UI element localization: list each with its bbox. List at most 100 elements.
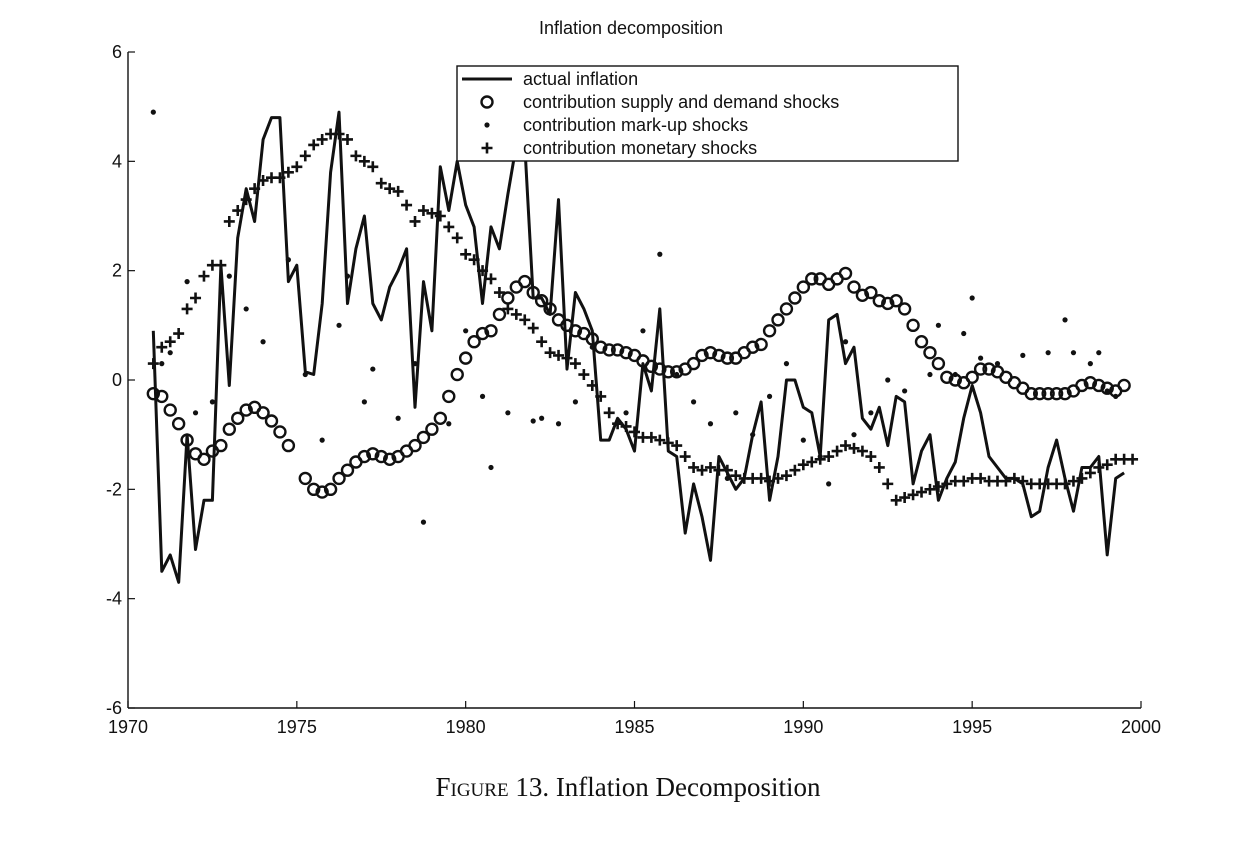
monetary-point xyxy=(865,451,877,463)
y-tick-label: -6 xyxy=(106,698,122,718)
markup-point xyxy=(826,481,832,487)
monetary-point xyxy=(671,440,683,452)
monetary-point xyxy=(316,133,328,145)
markup-point xyxy=(530,418,536,424)
markup-point xyxy=(209,399,216,405)
supply-demand-point xyxy=(332,471,346,486)
markup-point xyxy=(733,410,739,416)
supply-demand-point xyxy=(720,351,735,365)
supply-demand-point xyxy=(458,351,473,365)
markup-point xyxy=(226,273,232,279)
supply-demand-point xyxy=(1024,386,1038,401)
monetary-point xyxy=(1067,475,1079,487)
monetary-point xyxy=(198,270,210,282)
monetary-point xyxy=(477,265,489,277)
markup-point xyxy=(783,361,790,367)
supply-demand-point xyxy=(433,411,448,425)
supply-demand-point xyxy=(315,485,329,499)
monetary-point xyxy=(907,489,919,501)
monetary-point xyxy=(603,407,615,419)
markup-point xyxy=(319,437,325,443)
supply-demand-point xyxy=(940,370,954,384)
monetary-point xyxy=(806,456,818,468)
monetary-point xyxy=(941,478,953,490)
monetary-point xyxy=(721,464,733,476)
monetary-point xyxy=(662,437,674,449)
legend-swatch xyxy=(484,122,490,128)
series-layer xyxy=(146,109,1139,584)
legend-label: actual inflation xyxy=(523,69,638,89)
supply-demand-point xyxy=(1049,386,1064,401)
supply-demand-point xyxy=(1083,376,1098,390)
monetary-point xyxy=(493,287,505,299)
markup-point xyxy=(1045,350,1051,356)
supply-demand-point xyxy=(661,365,675,379)
supply-demand-point xyxy=(914,335,929,349)
monetary-point xyxy=(417,205,429,217)
supply-demand-point xyxy=(695,348,709,363)
supply-demand-point xyxy=(307,482,321,497)
monetary-point xyxy=(1008,472,1020,484)
monetary-point xyxy=(629,426,640,438)
supply-demand-point xyxy=(450,367,464,382)
monetary-point xyxy=(612,418,624,430)
markup-point xyxy=(1113,393,1119,399)
markup-point xyxy=(800,437,806,443)
markup-point xyxy=(150,109,156,115)
supply-demand-point xyxy=(796,280,811,294)
supply-demand-point xyxy=(408,438,422,453)
markup-point xyxy=(420,519,427,525)
markup-point xyxy=(361,399,367,405)
monetary-point xyxy=(536,336,548,348)
monetary-point xyxy=(688,461,700,473)
markup-point xyxy=(707,421,714,427)
markup-point xyxy=(159,361,165,367)
supply-demand-point xyxy=(788,291,802,305)
monetary-point xyxy=(434,210,446,222)
supply-demand-point xyxy=(534,294,549,308)
monetary-point xyxy=(240,194,252,206)
supply-demand-point xyxy=(771,313,785,327)
supply-demand-point xyxy=(340,463,355,477)
supply-demand-point xyxy=(281,438,296,453)
monetary-point xyxy=(916,486,928,498)
monetary-point xyxy=(519,314,531,326)
monetary-point xyxy=(848,442,860,454)
monetary-point xyxy=(401,199,413,211)
markup-point xyxy=(184,279,190,285)
monetary-point xyxy=(553,349,565,361)
supply-demand-point xyxy=(501,291,515,305)
supply-demand-point xyxy=(357,449,372,464)
monetary-point xyxy=(772,472,784,484)
markup-point xyxy=(412,361,418,367)
supply-demand-point xyxy=(982,362,996,376)
monetary-point xyxy=(510,308,522,320)
markup-point xyxy=(640,328,646,334)
markup-point xyxy=(623,410,629,416)
monetary-point xyxy=(274,172,286,184)
monetary-point xyxy=(924,483,936,495)
y-tick-label: -2 xyxy=(106,479,122,499)
monetary-point xyxy=(147,358,159,370)
actual-inflation-line xyxy=(151,110,1125,584)
supply-demand-point xyxy=(610,343,625,357)
supply-demand-point xyxy=(923,345,937,360)
monetary-point xyxy=(409,215,421,227)
markup-point xyxy=(539,415,545,421)
markup-point xyxy=(1087,361,1093,367)
monetary-point xyxy=(1000,475,1012,487)
supply-demand-point xyxy=(374,449,388,464)
legend-label: contribution mark-up shocks xyxy=(523,115,748,135)
monetary-point xyxy=(814,453,826,465)
monetary-point xyxy=(527,322,539,334)
supply-demand-point xyxy=(1100,381,1114,395)
monetary-point xyxy=(1127,453,1139,465)
supply-demand-point xyxy=(155,389,169,404)
supply-demand-point xyxy=(171,417,186,431)
monetary-point xyxy=(358,155,370,167)
monetary-point xyxy=(282,166,294,178)
monetary-point xyxy=(164,336,176,348)
supply-demand-point xyxy=(889,294,903,308)
supply-demand-point xyxy=(897,302,912,316)
